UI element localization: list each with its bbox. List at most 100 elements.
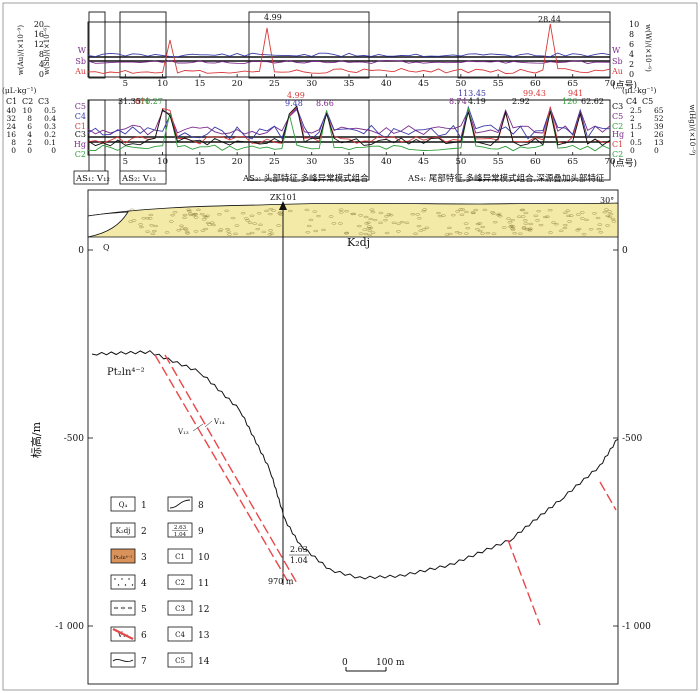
top-right-tick: 6 [629, 40, 634, 49]
mid-left-tick: 0.3 [44, 122, 56, 131]
vein-label-v14: V₁₄ [213, 418, 225, 426]
legend-number: 6 [141, 631, 147, 641]
legend-sym: C1 [175, 553, 185, 561]
mid-rlabel: C5 [612, 112, 623, 121]
mid-value-label: 76.27 [140, 97, 163, 106]
q-deposit [87, 211, 129, 238]
mid-rlabel: C2 [612, 122, 623, 131]
y-axis-title: 标高/m [29, 421, 43, 458]
top-left-tick: 20 [34, 20, 44, 29]
legend-number: 12 [198, 605, 209, 615]
y-tick-left: -500 [64, 434, 84, 444]
legend-sym: C2 [175, 579, 185, 587]
vein-edge [599, 481, 617, 511]
legend-item: 5 [110, 600, 147, 616]
mid-right-tick: 1.5 [630, 122, 642, 131]
mid-value-label: 611 [135, 97, 150, 106]
x-tick-label: 40 [381, 79, 392, 89]
mid-right-tick: 0 [654, 146, 659, 155]
vein-label-v13: V₁₃ [177, 428, 189, 436]
mid-value-label: 2.92 [512, 97, 530, 106]
legend-item: C2 11 [167, 574, 209, 590]
sandstone-pattern [128, 208, 617, 236]
x-tick-label: 45 [418, 79, 429, 89]
y-tick-right: -500 [622, 434, 642, 444]
x-tick-label: 60 [530, 79, 541, 89]
top-left-tick: 8 [39, 50, 44, 59]
mid-right-tick: 2.5 [630, 106, 642, 115]
legend-item: C5 14 [167, 652, 210, 668]
dip-label: 30° [600, 196, 614, 205]
mid-value-label: 99.43 [523, 89, 546, 98]
mid-right-tick: 39 [654, 122, 664, 131]
top-right-axis: w(W)/(×10⁻⁶) [644, 24, 652, 72]
mid-label-hg: Hg [74, 140, 86, 149]
legend-item: 4 [110, 574, 147, 590]
borehole-label: ZK101 [270, 193, 297, 202]
mid-left-tick: 8 [27, 114, 32, 123]
legend-item: C1 10 [167, 548, 210, 564]
legend-number: 8 [198, 501, 204, 511]
mid-value-label: 941 [568, 89, 583, 98]
mid-left-tick: 0.1 [44, 138, 56, 147]
mid-rlabel: C2 [612, 150, 623, 159]
x-tick-label: 55 [493, 157, 504, 167]
mid-rlabel: Hg [612, 130, 624, 139]
mid-label-c4: C4 [75, 112, 86, 121]
legend-number: 1 [141, 501, 147, 511]
mid-right-axis: w(Hg)/(×10⁻⁹) [688, 104, 696, 155]
x-tick-label: 65 [567, 157, 578, 167]
zone-label: AS₁: V₁₂ [75, 174, 110, 184]
top-left-tick: 16 [34, 30, 44, 39]
mid-series [87, 105, 611, 152]
q-label: Q [103, 243, 110, 252]
x-tick-label: 70 [605, 157, 616, 167]
legend-number: 10 [198, 553, 210, 563]
anomaly-zone-labels: AS₁: V₁₂ AS₂: V₁₃ AS₃: 头部特征,多峰异常模式组合 AS₄… [73, 170, 605, 185]
mid-value-label: 113.45 [458, 89, 486, 98]
x-tick-label: 50 [455, 79, 466, 89]
legend-sym: C4 [175, 631, 185, 639]
mid-left-tick: 24 [6, 122, 16, 131]
mid-value-label: 4.19 [468, 97, 486, 106]
mid-x-unit: (点号) [612, 158, 637, 169]
top-x-unit: (点号) [612, 80, 637, 91]
x-tick-label: 35 [344, 79, 355, 89]
mid-value-label: 8.74 [449, 97, 467, 106]
legend-item: Pt₂ln⁴⁻² 3 [110, 548, 147, 564]
x-tick-label: 35 [344, 157, 355, 167]
mid-rlabel: C3 [612, 102, 623, 111]
mid-left-tick: 0.5 [44, 106, 56, 115]
top-right-tick: 10 [629, 20, 639, 29]
top-left-axis-sb: w(Sb)/(×10⁻⁶) [43, 25, 51, 75]
mid-label-c2: C2 [75, 150, 86, 159]
legend-swatch [110, 574, 136, 590]
series-c2 [87, 107, 611, 152]
top-series [87, 23, 611, 74]
legend-swatch [110, 652, 136, 668]
legend-item: 2.631.04 9 [167, 522, 204, 538]
legend: Q₄ 1 K₂dj 2 Pt₂ln⁴⁻² 3 4 5 V₁₃6 7 8 2.631.04 9 C1 10 C2… [110, 496, 210, 668]
mid-left-tick: 32 [6, 114, 16, 123]
x-tick-label: 40 [381, 157, 392, 167]
mid-left-col: C3 [38, 97, 49, 106]
mid-value-label: 126 [562, 97, 577, 106]
legend-den: 1.04 [174, 532, 187, 538]
top-label-sb-right: Sb [612, 57, 623, 66]
zone-label: AS₃: 头部特征,多峰异常模式组合 [242, 173, 369, 184]
mid-chart: 5 10 15 20 25 30 35 40 45 50 55 60 65 70 (点号) (μL·kg⁻… [2, 86, 696, 181]
x-tick-label: 15 [194, 79, 205, 89]
mid-left-tick: 10 [22, 106, 32, 115]
x-tick-label: 65 [567, 79, 578, 89]
legend-item: C4 13 [167, 626, 210, 642]
legend-number: 7 [141, 657, 147, 667]
x-tick-label: 60 [530, 157, 541, 167]
legend-swatch [167, 626, 193, 642]
zone-label: AS₄: 尾部特征,多峰异常模式组合,深源叠加头部特征 [407, 173, 605, 184]
mid-left-tick: 2 [27, 138, 32, 147]
mid-label-c5: C5 [75, 102, 86, 111]
x-tick-label: 20 [232, 157, 243, 167]
legend-number: 3 [141, 553, 147, 563]
